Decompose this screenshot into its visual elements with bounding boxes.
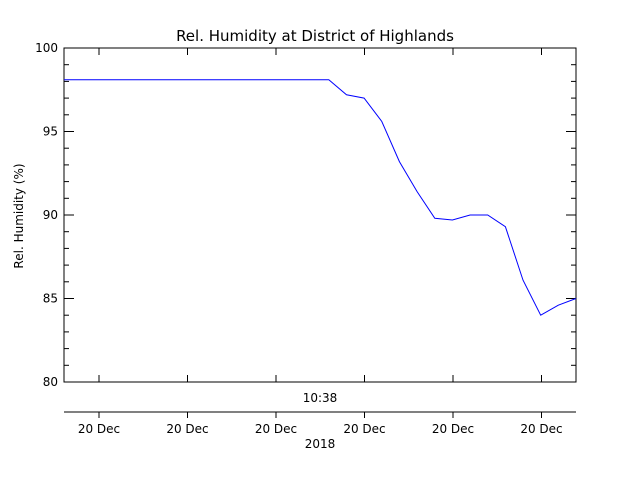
date-tick-label: 20 Dec — [520, 422, 562, 436]
y-tick-label: 85 — [43, 292, 58, 306]
date-tick-label: 20 Dec — [255, 422, 297, 436]
y-tick-label: 80 — [43, 375, 58, 389]
x-axis-ticks — [98, 48, 542, 382]
date-tick-label: 20 Dec — [432, 422, 474, 436]
y-tick-label: 95 — [43, 125, 58, 139]
chart-title: Rel. Humidity at District of Highlands — [176, 27, 454, 45]
x-axis-time-label: 10:38 — [303, 391, 338, 405]
y-axis-label: Rel. Humidity (%) — [12, 163, 26, 268]
plot-frame — [63, 47, 577, 383]
date-tick-label: 20 Dec — [343, 422, 385, 436]
date-tick-label: 20 Dec — [166, 422, 208, 436]
date-axis-ticks: 20 Dec 20 Dec 20 Dec 20 Dec 20 Dec 20 Dec — [78, 412, 563, 436]
date-tick-label: 20 Dec — [78, 422, 120, 436]
y-tick-label: 100 — [35, 41, 58, 55]
humidity-series-line — [64, 79, 577, 316]
y-tick-label: 90 — [43, 208, 58, 222]
x-axis-year-label: 2018 — [305, 437, 336, 451]
y-axis-ticks: 80 85 90 95 100 — [35, 41, 576, 389]
